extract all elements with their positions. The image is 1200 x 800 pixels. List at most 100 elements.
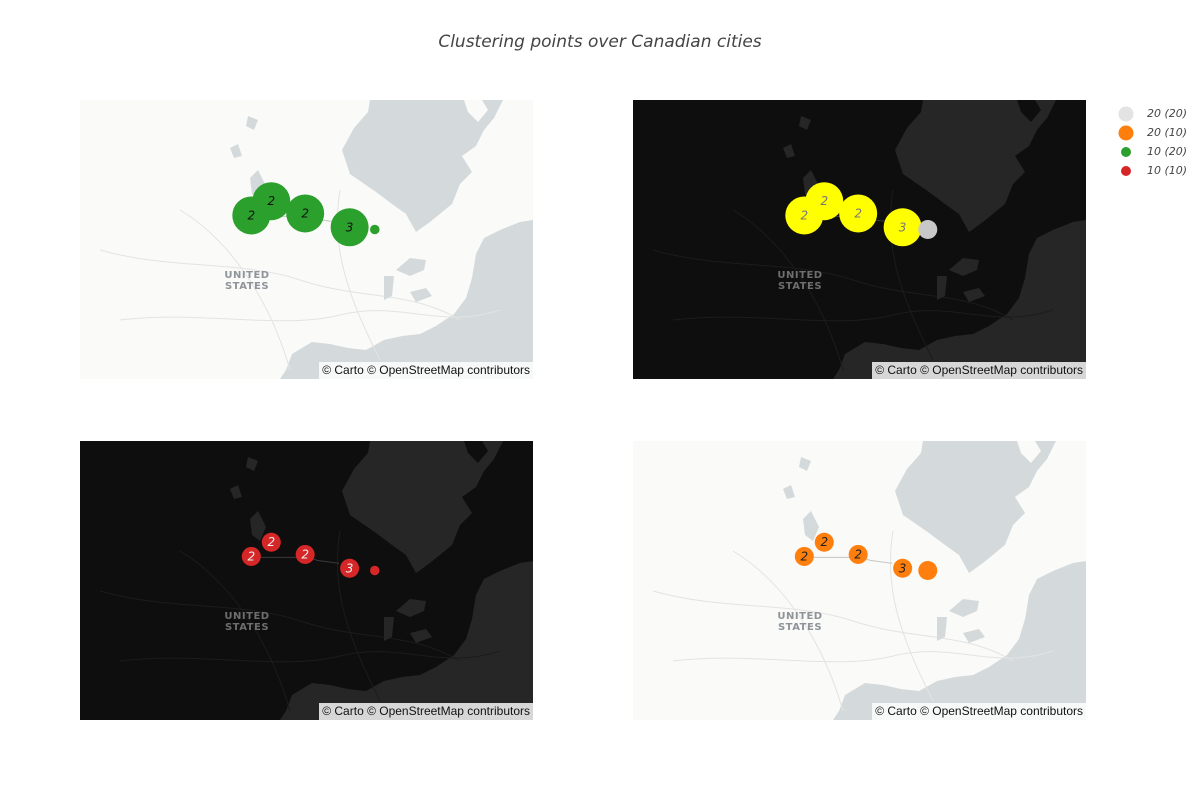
map-road	[732, 209, 844, 371]
cluster-marker[interactable]	[241, 546, 261, 566]
map-lake	[230, 144, 242, 158]
map-lake	[410, 629, 432, 643]
map-lake	[250, 511, 266, 541]
map-top-right-dark[interactable]: UNITED STATES 2 2 2 3 © Carto © OpenStreetMap…	[633, 100, 1086, 379]
cluster-marker[interactable]	[794, 546, 814, 566]
map-landmass	[80, 441, 533, 720]
cluster-marker[interactable]	[252, 182, 291, 221]
cluster-count-label: 2	[820, 194, 828, 208]
cluster-marker[interactable]	[893, 558, 913, 578]
cluster-count-label: 2	[267, 194, 275, 208]
map-bottom-left-dark[interactable]: UNITED STATES 2 2 2 3 © Carto © OpenStreetMap…	[80, 441, 533, 720]
country-label: STATES	[778, 281, 822, 292]
map-lake	[963, 629, 985, 643]
map-lake	[396, 258, 426, 276]
map-lake	[246, 457, 258, 471]
cluster-count-label: 2	[820, 535, 828, 549]
cluster-marker[interactable]	[261, 532, 281, 552]
map-road	[99, 590, 461, 662]
map-road	[336, 189, 381, 361]
map-landmass	[505, 521, 530, 541]
map-landmass	[633, 441, 1086, 720]
map-lake	[783, 144, 795, 158]
legend-label: 20 (10)	[1147, 126, 1188, 139]
cluster-count-label: 2	[247, 208, 255, 222]
map-road	[652, 590, 1014, 662]
country-label: UNITED	[777, 611, 822, 622]
legend-marker-icon	[1121, 147, 1131, 157]
cluster-count-label: 2	[800, 549, 808, 563]
legend-item[interactable]: 20 (20)	[1116, 105, 1200, 124]
legend-label: 10 (10)	[1147, 164, 1188, 177]
map-road	[672, 309, 1054, 322]
map-landmass	[1058, 180, 1083, 200]
map-lake	[246, 116, 258, 130]
cluster-marker[interactable]	[340, 558, 360, 578]
map-lake	[783, 485, 795, 499]
map-landmass	[464, 441, 488, 463]
map-landmass	[1017, 441, 1041, 463]
map-road	[889, 530, 934, 702]
map-lake	[396, 599, 426, 617]
legend-item[interactable]: 20 (10)	[1116, 124, 1200, 143]
map-landmass	[633, 100, 1086, 379]
point-marker[interactable]	[370, 224, 380, 235]
map-road	[652, 249, 1014, 321]
point-marker[interactable]	[370, 565, 380, 576]
point-marker[interactable]	[918, 561, 938, 581]
map-lake	[803, 511, 819, 541]
map-attribution: © Carto © OpenStreetMap contributors	[319, 362, 533, 379]
map-road	[119, 650, 501, 663]
cluster-marker[interactable]	[814, 532, 834, 552]
cluster-count-label: 3	[899, 561, 907, 575]
map-lake	[937, 617, 947, 641]
cluster-marker[interactable]	[839, 194, 878, 233]
cluster-marker[interactable]	[848, 544, 868, 564]
map-lake	[384, 617, 394, 641]
cluster-count-label: 2	[247, 549, 255, 563]
map-lake	[410, 288, 432, 302]
map-road	[179, 209, 291, 371]
map-lake	[799, 116, 811, 130]
legend-label: 10 (20)	[1147, 145, 1188, 158]
legend-marker-icon	[1118, 125, 1134, 141]
cluster-count-label: 3	[899, 220, 907, 234]
chart-title: Clustering points over Canadian cities	[438, 32, 762, 52]
map-lake	[799, 457, 811, 471]
map-lake	[949, 258, 979, 276]
point-marker[interactable]	[918, 220, 938, 240]
map-road	[179, 550, 291, 712]
country-label: UNITED	[777, 270, 822, 281]
cluster-marker[interactable]	[286, 194, 325, 233]
map-landmass	[1017, 100, 1041, 122]
map-road	[336, 530, 381, 702]
cluster-count-label: 2	[854, 206, 862, 220]
cluster-marker[interactable]	[295, 544, 315, 564]
map-lake	[949, 599, 979, 617]
map-lake	[937, 276, 947, 300]
legend-item[interactable]: 10 (10)	[1116, 162, 1200, 181]
cluster-count-label: 2	[301, 547, 309, 561]
map-landmass	[80, 100, 533, 379]
legend-item[interactable]: 10 (20)	[1116, 143, 1200, 162]
map-top-left-light[interactable]: UNITED STATES 2 2 2 3 © Carto © OpenStreetMap…	[80, 100, 533, 379]
map-bottom-right-light[interactable]: UNITED STATES 2 2 2 3 © Carto © OpenStreetMap…	[633, 441, 1086, 720]
cluster-marker[interactable]	[330, 208, 369, 247]
country-label: STATES	[225, 622, 269, 633]
map-attribution: © Carto © OpenStreetMap contributors	[872, 362, 1086, 379]
legend-marker-icon	[1118, 106, 1134, 122]
cluster-marker[interactable]	[805, 182, 844, 221]
map-attribution: © Carto © OpenStreetMap contributors	[319, 703, 533, 720]
cluster-count-label: 2	[800, 208, 808, 222]
country-label: STATES	[225, 281, 269, 292]
map-road	[99, 249, 461, 321]
legend-label: 20 (20)	[1147, 107, 1188, 120]
map-lake	[230, 485, 242, 499]
country-label: STATES	[778, 622, 822, 633]
legend-marker-icon	[1121, 166, 1131, 176]
country-label: UNITED	[224, 611, 269, 622]
cluster-marker[interactable]	[883, 208, 922, 247]
